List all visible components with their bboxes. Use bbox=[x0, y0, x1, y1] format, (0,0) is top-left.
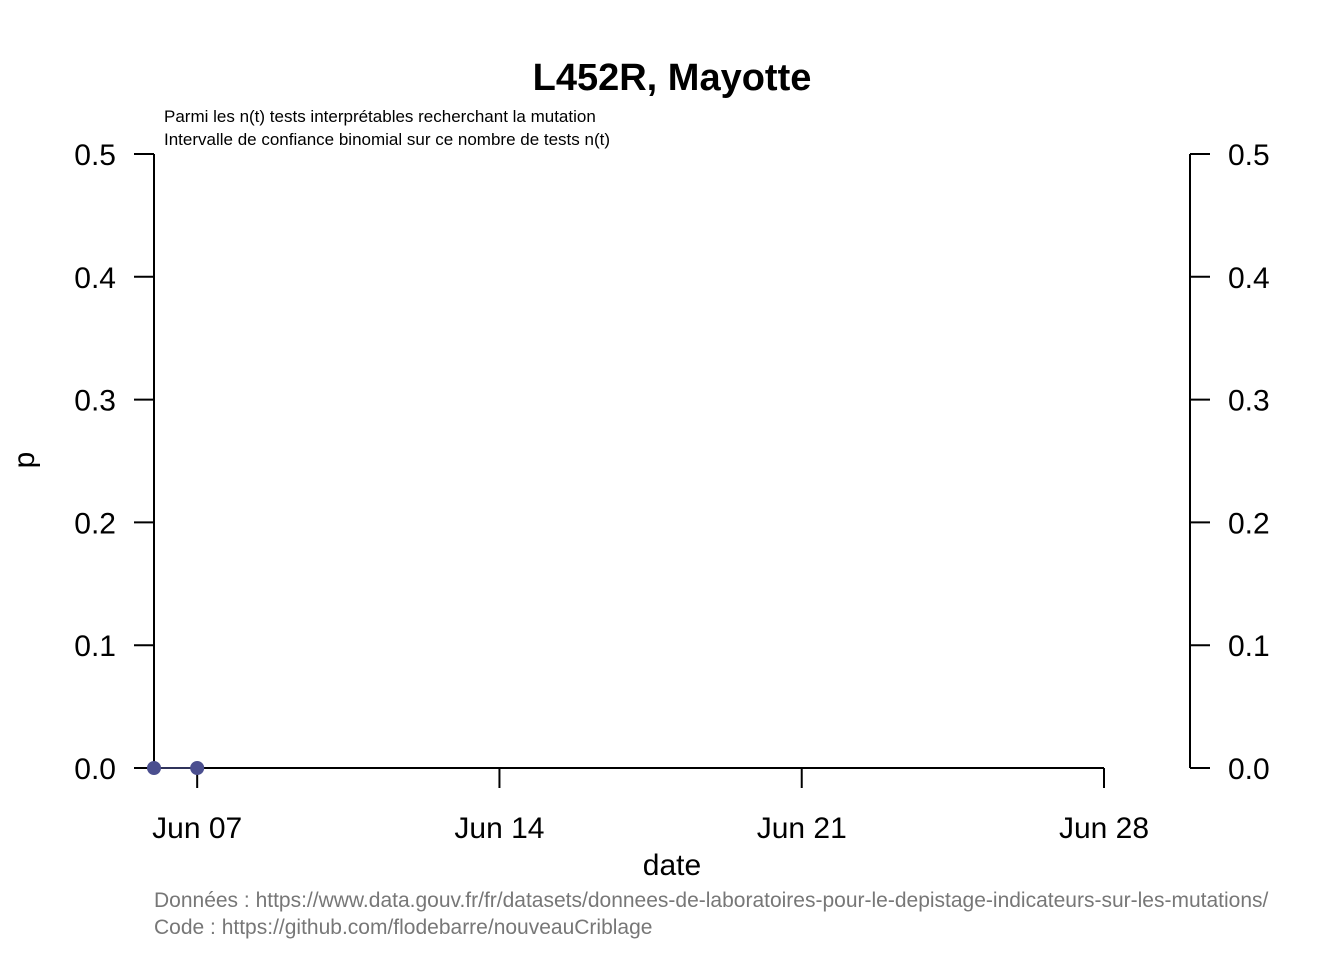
y-tick-label-right: 0.2 bbox=[1228, 507, 1270, 540]
y-tick-label-left: 0.1 bbox=[74, 630, 116, 663]
x-tick-label: Jun 14 bbox=[454, 812, 544, 845]
y-tick-label-left: 0.3 bbox=[74, 385, 116, 418]
y-tick-label-right: 0.0 bbox=[1228, 753, 1270, 786]
y-tick-label-left: 0.4 bbox=[74, 262, 116, 295]
x-tick-label: Jun 28 bbox=[1059, 812, 1149, 845]
y-tick-label-left: 0.0 bbox=[74, 753, 116, 786]
data-point bbox=[147, 761, 161, 775]
series-layer bbox=[147, 761, 205, 775]
x-tick-label: Jun 21 bbox=[757, 812, 847, 845]
y-axis-label: p bbox=[8, 452, 41, 469]
source-code-line: Code : https://github.com/flodebarre/nou… bbox=[154, 916, 652, 939]
y-tick-label-left: 0.5 bbox=[74, 139, 116, 172]
y-tick-label-right: 0.3 bbox=[1228, 385, 1270, 418]
axes: 0.0 0.0 0.1 0.1 0.2 0.2 0.3 0.3 0.4 0.4 0.5 0.5 Jun … bbox=[74, 139, 1269, 845]
chart-subtitle-line-2: Intervalle de confiance binomial sur ce … bbox=[164, 130, 610, 149]
y-tick-label-left: 0.2 bbox=[74, 507, 116, 540]
chart-title: L452R, Mayotte bbox=[533, 57, 812, 99]
chart-subtitle-line-1: Parmi les n(t) tests interprétables rech… bbox=[164, 107, 596, 126]
y-tick-label-right: 0.1 bbox=[1228, 630, 1270, 663]
y-tick-label-right: 0.4 bbox=[1228, 262, 1270, 295]
data-point bbox=[190, 761, 205, 775]
x-tick-label: Jun 07 bbox=[152, 812, 242, 845]
source-data-line: Données : https://www.data.gouv.fr/fr/da… bbox=[154, 889, 1268, 912]
x-axis-label: date bbox=[643, 849, 701, 882]
y-tick-label-right: 0.5 bbox=[1228, 139, 1270, 172]
